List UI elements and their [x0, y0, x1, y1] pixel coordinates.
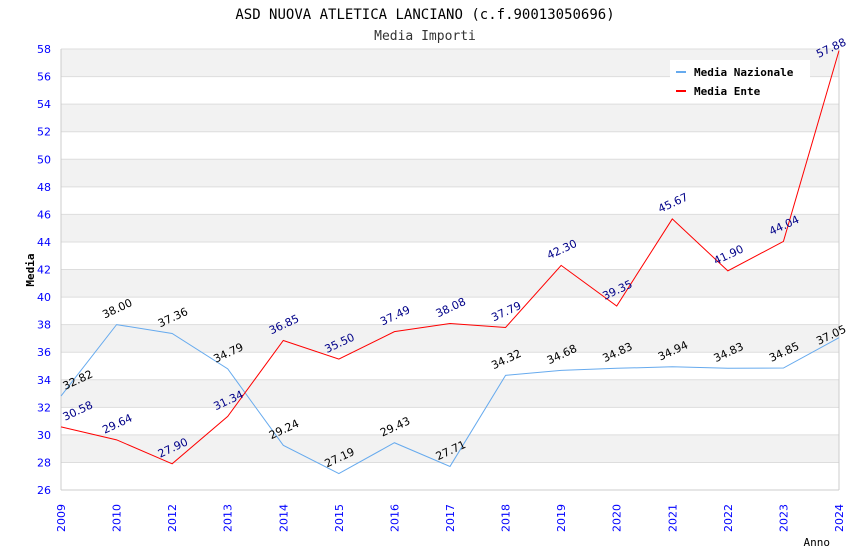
data-label: 38.08	[434, 295, 468, 320]
x-tick-label: 2014	[277, 504, 290, 532]
x-tick-label: 2016	[388, 504, 401, 532]
y-tick-label: 48	[37, 181, 51, 194]
y-tick-label: 46	[37, 208, 51, 221]
x-tick-label: 2010	[111, 504, 124, 532]
x-tick-label: 2023	[777, 504, 790, 532]
series-line-1	[60, 50, 840, 465]
y-tick-label: 28	[37, 456, 51, 469]
grid-band	[61, 214, 839, 242]
x-tick-label: 2015	[333, 504, 346, 532]
x-tick-label: 2017	[444, 504, 457, 532]
legend-label: Media Ente	[694, 85, 761, 98]
grid-band	[61, 159, 839, 187]
y-tick-label: 34	[37, 374, 51, 387]
y-tick-label: 36	[37, 346, 51, 359]
legend: Media Nazionale Media Ente	[670, 60, 810, 102]
y-tick-label: 32	[37, 401, 51, 414]
chart-subtitle: Media Importi	[374, 29, 476, 44]
x-tick-label: 2020	[611, 504, 624, 532]
y-tick-label: 30	[37, 429, 51, 442]
y-tick-label: 54	[37, 98, 51, 111]
chart-title: ASD NUOVA ATLETICA LANCIANO (c.f.9001305…	[235, 7, 614, 23]
y-tick-label: 52	[37, 126, 51, 139]
grid-band	[61, 324, 839, 353]
y-tick-label: 26	[37, 484, 51, 497]
y-tick-label: 50	[37, 153, 51, 166]
grid-band	[61, 379, 839, 408]
grid-band	[61, 104, 839, 132]
data-label: 29.64	[100, 411, 134, 436]
data-label: 45.67	[656, 191, 690, 216]
x-tick-label: 2019	[555, 504, 568, 532]
y-tick-label: 38	[37, 319, 51, 332]
x-tick-label: 2013	[222, 504, 235, 532]
data-label: 38.00	[100, 296, 134, 321]
grid-band	[61, 269, 839, 298]
y-tick-label: 56	[37, 71, 51, 84]
x-tick-label: 2012	[166, 504, 179, 532]
x-tick-label: 2024	[833, 504, 846, 532]
x-axis-label: Anno	[804, 536, 831, 549]
series-line-0	[60, 324, 840, 475]
y-tick-label: 58	[37, 43, 51, 56]
x-tick-label: 2018	[500, 504, 513, 532]
y-tick-label: 44	[37, 236, 51, 249]
x-tick-label: 2009	[55, 504, 68, 532]
y-axis-label: Media	[24, 253, 37, 286]
x-tick-label: 2022	[722, 504, 735, 532]
legend-label: Media Nazionale	[694, 66, 794, 79]
y-tick-label: 40	[37, 291, 51, 304]
y-tick-label: 42	[37, 264, 51, 277]
data-label: 37.79	[489, 299, 523, 324]
x-tick-label: 2021	[666, 504, 679, 532]
